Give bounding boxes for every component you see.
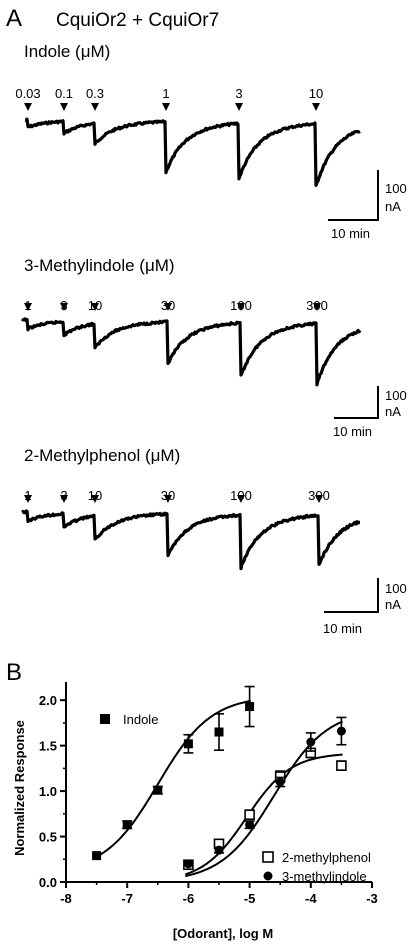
conc-label: 0.3: [86, 86, 104, 101]
trace-concentration-labels: 0.03 0.1 0.3 1 3 10: [15, 86, 323, 101]
data-point: [244, 809, 255, 821]
application-arrow-icon: [237, 303, 245, 311]
data-points: [92, 685, 347, 871]
application-arrow-icon: [315, 495, 323, 503]
application-arrow-icon: [313, 303, 321, 311]
x-tick-label: -5: [244, 891, 256, 906]
trace-group-indole: Indole (μM) 0.03 0.1 0.3 1 3 10 100 nA 1…: [15, 42, 406, 241]
legend-marker: [100, 714, 110, 724]
data-point: [214, 845, 224, 855]
panel-a-letter: A: [6, 5, 22, 32]
trace-label-2-methylphenol: 2-Methylphenol (μM): [24, 446, 180, 465]
x-tick-label: -8: [60, 891, 72, 906]
conc-label: 1: [162, 86, 169, 101]
legend-entry: 2-methylphenol: [282, 850, 371, 865]
application-arrow-icon: [24, 495, 32, 503]
application-arrow-icon: [24, 303, 32, 311]
data-point: [214, 727, 224, 737]
fit-curves: [93, 699, 343, 878]
dose-response-chart: -8 -7 -6 -5 -4 -3 0.0 0.5 1.0 1.5 2.0 Indole 2-meth…: [12, 682, 378, 941]
scale-current-value: 100: [385, 181, 407, 196]
application-arrow-icon: [91, 303, 99, 311]
application-arrow-icon: [60, 103, 68, 111]
fit-curve-indole: [93, 699, 252, 860]
data-point: [245, 702, 255, 712]
application-arrow-icon: [312, 103, 320, 111]
legend-marker: [262, 851, 274, 863]
data-point: [245, 820, 255, 830]
y-tick-label: 0.0: [39, 875, 57, 890]
conc-label: 0.03: [15, 86, 40, 101]
current-trace-2-methylphenol: [21, 509, 361, 571]
x-tick-label: -4: [305, 891, 317, 906]
trace-label-indole: Indole (μM): [24, 42, 110, 61]
scale-time: 10 min: [323, 621, 362, 636]
scale-current-value: 100: [385, 581, 407, 596]
data-point: [306, 737, 316, 747]
chart-legend: Indole 2-methylphenol 3-methylindole: [100, 712, 371, 884]
y-tick-label: 1.0: [39, 784, 57, 799]
conc-label: 10: [309, 86, 323, 101]
scale-current-value: 100: [385, 388, 407, 403]
trace-application-arrows: [24, 495, 323, 503]
trace-concentration-labels: 1 3 10 30 100 300: [24, 298, 327, 313]
legend-entry: 3-methylindole: [282, 869, 367, 884]
application-arrow-icon: [91, 495, 99, 503]
application-arrow-icon: [164, 495, 172, 503]
x-tick-label: -3: [366, 891, 378, 906]
trace-label-3-methylindole: 3-Methylindole (μM): [24, 256, 175, 275]
y-tick-label: 1.5: [39, 739, 57, 754]
data-point: [183, 859, 193, 869]
scale-bar: 100 nA 10 min: [328, 170, 407, 241]
scale-current-unit: nA: [385, 199, 401, 214]
data-point: [122, 820, 132, 830]
application-arrow-icon: [91, 103, 99, 111]
application-arrow-icon: [60, 303, 68, 311]
x-tick-label: -6: [183, 891, 195, 906]
conc-label: 0.1: [55, 86, 73, 101]
data-point: [336, 760, 347, 771]
scale-bar: 100 nA 10 min: [333, 386, 407, 439]
y-axis-label: Normalized Response: [12, 720, 27, 856]
y-tick-label: 0.5: [39, 830, 57, 845]
scale-time: 10 min: [333, 424, 372, 439]
x-axis-label: [Odorant], log M: [173, 926, 273, 941]
current-trace-3-methylindole: [20, 317, 362, 387]
scale-time: 10 min: [331, 226, 370, 241]
trace-group-2-methylphenol: 2-Methylphenol (μM) 1 3 10 30 100 300 10…: [21, 446, 407, 636]
application-arrow-icon: [60, 495, 68, 503]
fit-curve-3-methylindole: [185, 720, 343, 878]
application-arrow-icon: [164, 303, 172, 311]
data-point: [153, 785, 163, 795]
legend-entry: Indole: [123, 712, 158, 727]
data-point: [275, 777, 285, 787]
data-point: [336, 726, 346, 736]
scale-bar: 100 nA 10 min: [323, 578, 407, 636]
y-tick-label: 2.0: [39, 693, 57, 708]
conc-label: 3: [235, 86, 242, 101]
application-arrow-icon: [24, 103, 32, 111]
scale-current-unit: nA: [385, 597, 401, 612]
application-arrow-icon: [235, 103, 243, 111]
chart-axes: -8 -7 -6 -5 -4 -3 0.0 0.5 1.0 1.5 2.0: [39, 682, 378, 906]
panel-a-title: CquiOr2 + CquiOr7: [56, 10, 219, 31]
current-trace-indole: [24, 117, 361, 187]
data-point: [92, 851, 102, 861]
trace-concentration-labels: 1 3 10 30 100 300: [24, 488, 329, 503]
application-arrow-icon: [162, 103, 170, 111]
x-tick-label: -7: [121, 891, 133, 906]
panel-b-letter: B: [6, 659, 22, 686]
data-point: [183, 739, 193, 749]
application-arrow-icon: [237, 495, 245, 503]
fit-curve-2-methylphenol: [185, 753, 343, 876]
trace-application-arrows: [24, 103, 320, 111]
trace-group-3-methylindole: 3-Methylindole (μM) 1 3 10 30 100 300 10…: [20, 256, 407, 439]
legend-marker: [263, 871, 273, 881]
trace-application-arrows: [24, 303, 321, 311]
scale-current-unit: nA: [385, 404, 401, 419]
